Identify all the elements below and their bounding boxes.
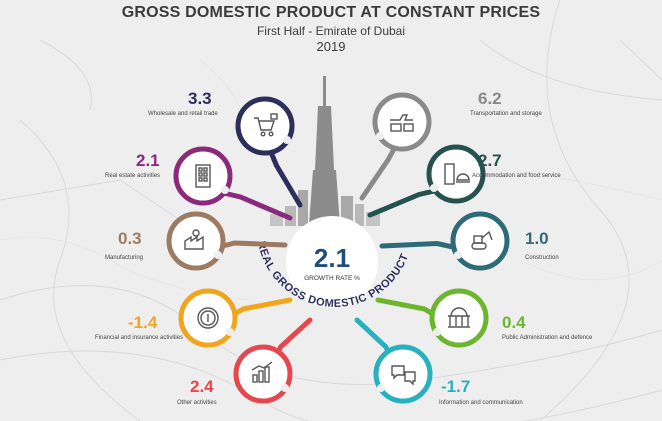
sector-other	[233, 317, 313, 404]
transport-icon	[390, 114, 414, 132]
sector-ring	[372, 92, 432, 152]
sector-label-information: Information and communication	[439, 400, 523, 406]
sector-ring	[235, 96, 295, 156]
sector-label-wholesale: Wholesale and retail trade	[148, 111, 218, 117]
sector-ring	[450, 211, 510, 271]
sector-financial	[178, 288, 293, 348]
sector-connector	[367, 187, 440, 218]
factory-icon	[184, 229, 204, 250]
sector-value-other: 2.4	[190, 377, 214, 396]
sector-connector	[268, 149, 303, 208]
sector-manufacturing	[166, 211, 288, 271]
sector-information	[354, 317, 433, 404]
sector-label-accommodation: Accommodation and food service	[472, 173, 561, 179]
sector-value-transport: 6.2	[478, 89, 502, 108]
page-subtitle: First Half - Emirate of Dubai	[256, 24, 406, 38]
sector-label-manufacturing: Manufacturing	[105, 255, 144, 261]
sector-transport	[359, 92, 432, 201]
coin-icon	[197, 307, 219, 329]
sector-label-other: Other activities	[177, 400, 217, 406]
growth-rate-label: GROWTH RATE %	[304, 275, 360, 282]
sector-ring	[426, 144, 486, 204]
sector-connector	[359, 144, 398, 201]
sector-value-public-admin: 0.4	[502, 313, 526, 332]
hotel-icon	[444, 163, 470, 185]
sector-label-transport: Transportation and storage	[470, 111, 542, 117]
page-year: 2019	[316, 39, 346, 54]
shopping-cart-icon	[254, 113, 278, 137]
growth-chart-icon	[251, 361, 273, 383]
sector-ring	[373, 344, 433, 404]
sector-value-information: -1.7	[441, 377, 471, 396]
sector-construction	[379, 211, 510, 271]
sector-value-wholesale: 3.3	[188, 89, 212, 108]
excavator-icon	[471, 230, 493, 250]
center-circle	[286, 216, 378, 308]
growth-rate-value: 2.1	[313, 243, 351, 273]
sector-connector	[212, 240, 288, 251]
sector-connector	[379, 241, 461, 251]
government-building-icon	[448, 307, 470, 328]
sector-ring	[429, 288, 489, 348]
sector-value-financial: -1.4	[128, 313, 158, 332]
building-icon	[195, 164, 211, 188]
sector-value-manufacturing: 0.3	[118, 229, 142, 248]
sector-value-accommodation: 2.7	[478, 151, 502, 170]
burj-khalifa-illustration	[270, 76, 380, 226]
sector-public-admin	[375, 288, 489, 348]
sector-label-real-estate: Real estate activities	[105, 173, 161, 179]
sector-value-real-estate: 2.1	[136, 151, 160, 170]
sector-value-construction: 1.0	[525, 229, 549, 248]
sector-connector	[219, 190, 293, 221]
sector-label-financial: Financial and insurance activities	[95, 335, 184, 341]
chat-bubbles-icon	[391, 365, 416, 386]
sector-label-public-admin: Public Administration and defence	[502, 335, 593, 341]
sector-label-construction: Construction	[525, 255, 559, 261]
sector-wholesale	[235, 96, 303, 208]
page-title: GROSS DOMESTIC PRODUCT AT CONSTANT PRICE…	[121, 4, 541, 21]
sector-ring	[166, 211, 226, 271]
sector-real-estate	[173, 146, 293, 221]
sector-ring	[173, 146, 233, 206]
sector-accommodation	[367, 144, 486, 218]
